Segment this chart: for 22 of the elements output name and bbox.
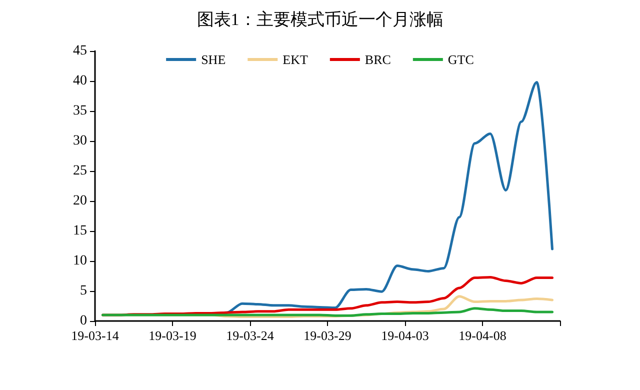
x-tick-label: 19-03-29 bbox=[304, 328, 352, 343]
legend-label: SHE bbox=[201, 52, 226, 67]
x-tick-label: 19-04-08 bbox=[458, 328, 506, 343]
x-tick-label: 19-04-03 bbox=[381, 328, 429, 343]
y-tick-label: 5 bbox=[80, 284, 87, 298]
x-tick-label: 19-03-19 bbox=[148, 328, 196, 343]
x-tick-label: 19-03-24 bbox=[226, 328, 274, 343]
legend-label: EKT bbox=[282, 52, 308, 67]
y-tick-label: 40 bbox=[73, 74, 87, 88]
x-tick-label: 19-03-14 bbox=[71, 328, 120, 343]
y-tick-label: 15 bbox=[73, 224, 87, 238]
legend-label: GTC bbox=[448, 52, 474, 67]
y-tick-label: 10 bbox=[73, 254, 87, 268]
y-tick-label: 45 bbox=[73, 44, 87, 58]
y-tick-label: 20 bbox=[73, 194, 87, 208]
y-tick-label: 35 bbox=[73, 104, 87, 118]
legend-label: BRC bbox=[364, 52, 391, 67]
y-tick-label: 25 bbox=[73, 164, 87, 178]
y-tick-label: 0 bbox=[80, 314, 87, 328]
line-series bbox=[102, 307, 554, 317]
chart-title: 图表1：主要模式币近一个月涨幅 bbox=[196, 10, 444, 29]
y-tick-label: 30 bbox=[73, 134, 87, 148]
